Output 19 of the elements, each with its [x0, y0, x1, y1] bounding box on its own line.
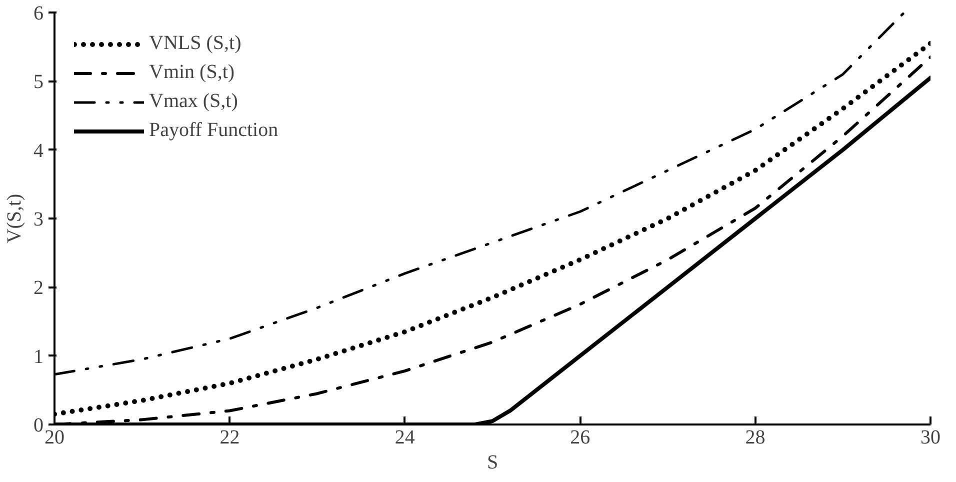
- legend-label: VNLS (S,t): [149, 32, 242, 55]
- x-axis-title: S: [486, 452, 498, 474]
- x-tick-label: 28: [745, 426, 766, 448]
- y-tick-label: 4: [34, 140, 44, 162]
- x-tick-label: 24: [394, 426, 415, 448]
- x-tick-label: 22: [220, 426, 240, 448]
- y-tick-label: 5: [34, 71, 44, 94]
- y-tick-label: 1: [34, 346, 44, 368]
- y-axis-title: V(S,t): [4, 194, 26, 244]
- x-tick-label: 30: [920, 426, 940, 448]
- legend-label: Vmin (S,t): [149, 61, 235, 84]
- y-tick-label: 3: [34, 208, 44, 230]
- y-tick-label: 6: [34, 2, 44, 24]
- legend-label: Vmax (S,t): [149, 90, 238, 113]
- x-tick-label: 20: [44, 426, 64, 448]
- y-tick-label: 0: [34, 414, 44, 436]
- y-tick-label: 2: [34, 277, 44, 300]
- x-tick-label: 26: [570, 426, 590, 448]
- legend-label: Payoff Function: [149, 119, 278, 142]
